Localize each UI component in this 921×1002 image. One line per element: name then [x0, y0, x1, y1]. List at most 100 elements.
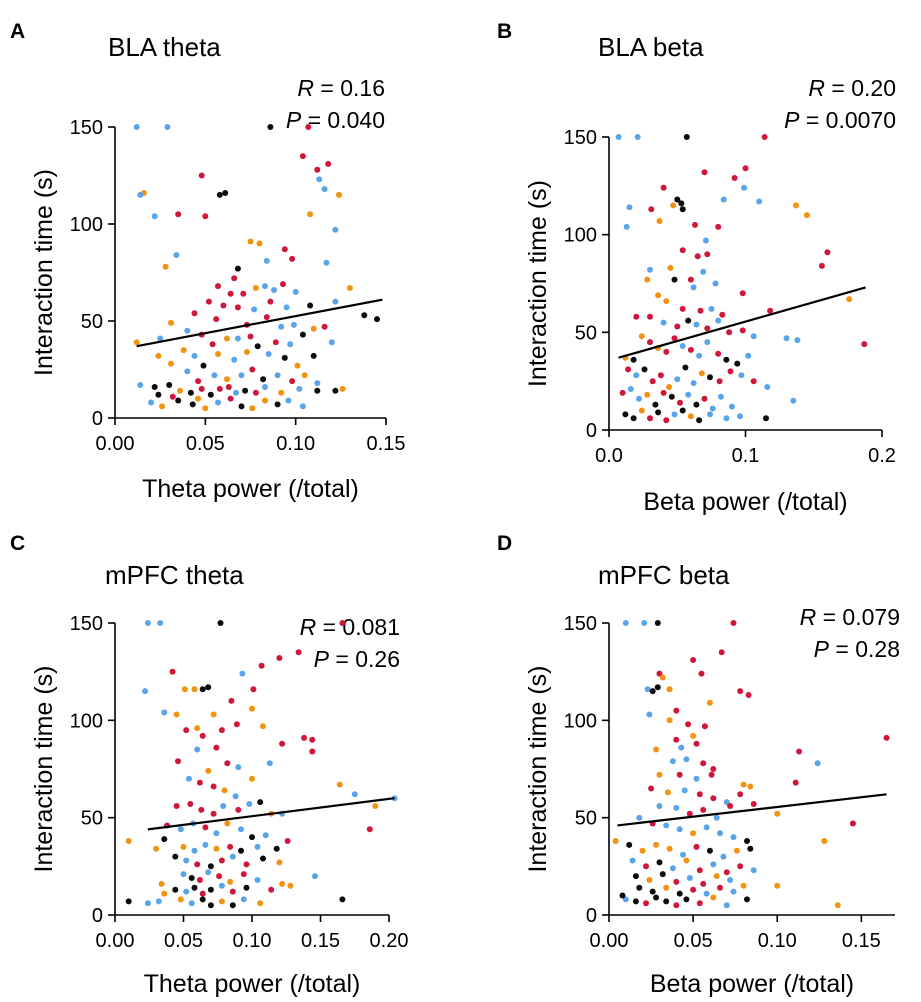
- y-axis-label: Interaction time (s): [30, 169, 58, 376]
- data-point-orange: [215, 351, 221, 357]
- data-point-red: [693, 740, 700, 747]
- data-point-red: [198, 385, 205, 392]
- data-point-orange: [690, 732, 697, 739]
- data-point-blue: [290, 321, 297, 328]
- data-point-orange: [834, 902, 841, 909]
- data-point-red: [717, 884, 723, 891]
- data-point-red: [199, 890, 206, 897]
- data-point-blue: [180, 871, 187, 878]
- data-point-orange: [644, 391, 651, 398]
- data-point-red: [792, 779, 799, 786]
- data-point-red: [663, 417, 670, 424]
- data-point-red: [195, 378, 202, 385]
- data-point-red: [723, 869, 730, 876]
- data-point-red: [231, 275, 238, 282]
- data-point-black: [260, 855, 266, 862]
- data-point-black: [734, 360, 741, 367]
- data-point-black: [339, 896, 346, 903]
- data-point-blue: [693, 321, 700, 328]
- data-point-blue: [332, 226, 339, 233]
- data-point-orange: [252, 285, 259, 291]
- data-point-blue: [133, 124, 140, 130]
- data-point-orange: [774, 810, 781, 817]
- r-value: = 0.20: [825, 75, 896, 101]
- y-axis-label: Interaction time (s): [524, 180, 552, 387]
- data-point-red: [685, 721, 692, 728]
- data-point-blue: [741, 184, 748, 191]
- data-point-black: [744, 896, 750, 903]
- data-point-black: [199, 686, 206, 693]
- data-point-blue: [720, 196, 727, 203]
- data-point-black: [685, 317, 692, 324]
- points-group: [612, 620, 890, 909]
- data-point-blue: [254, 843, 261, 850]
- data-point-black: [307, 302, 314, 309]
- data-point-black: [207, 863, 214, 870]
- data-point-black: [199, 896, 206, 903]
- points-group: [133, 124, 380, 412]
- data-point-blue: [750, 333, 757, 340]
- p-annotation: P = 0.0070: [784, 107, 896, 133]
- data-point-orange: [653, 746, 660, 753]
- data-point-red: [690, 886, 697, 893]
- data-point-blue: [712, 280, 719, 287]
- data-point-blue: [287, 341, 294, 348]
- data-point-red: [301, 734, 308, 741]
- data-point-blue: [254, 877, 261, 883]
- data-point-red: [716, 378, 723, 385]
- data-point-red: [213, 744, 220, 751]
- data-point-orange: [655, 292, 662, 299]
- data-point-orange: [262, 397, 268, 404]
- data-point-red: [198, 806, 205, 813]
- data-point-red: [309, 736, 316, 743]
- data-point-blue: [391, 795, 398, 802]
- data-point-blue: [636, 814, 643, 821]
- data-point-red: [227, 395, 234, 402]
- data-point-red: [700, 806, 707, 813]
- data-point-black: [207, 391, 214, 398]
- data-point-blue: [292, 288, 299, 295]
- data-point-orange: [667, 264, 674, 271]
- data-point-blue: [191, 847, 198, 854]
- data-point-blue: [316, 176, 323, 183]
- data-point-red: [673, 878, 680, 885]
- data-point-blue: [323, 259, 330, 266]
- data-point-blue: [737, 413, 743, 420]
- data-point-red: [727, 803, 734, 809]
- data-point-blue: [720, 853, 727, 860]
- data-point-red: [225, 384, 232, 390]
- data-point-black: [172, 853, 179, 860]
- data-point-blue: [229, 853, 236, 860]
- data-point-black: [151, 384, 158, 390]
- p-value: = 0.040: [301, 107, 385, 133]
- data-point-red: [730, 620, 737, 626]
- data-point-red: [692, 221, 698, 228]
- data-point-red: [708, 771, 715, 778]
- data-point-blue: [205, 869, 212, 876]
- data-point-blue: [681, 787, 688, 794]
- x-tick-label: 0.15: [301, 930, 340, 952]
- data-point-orange: [666, 717, 673, 724]
- data-point-black: [191, 884, 198, 891]
- data-point-red: [309, 748, 316, 755]
- data-point-black: [273, 845, 280, 852]
- data-point-orange: [125, 838, 132, 844]
- data-point-blue: [615, 134, 622, 140]
- data-point-blue: [213, 830, 220, 837]
- p-value: = 0.26: [329, 646, 400, 672]
- data-point-orange: [279, 880, 286, 887]
- data-point-blue: [161, 709, 168, 716]
- data-point-orange: [249, 705, 255, 712]
- x-axis-label: Beta power (/total): [643, 488, 847, 516]
- x-axis-label: Theta power (/total): [144, 970, 361, 997]
- data-point-blue: [188, 900, 195, 907]
- data-point-black: [654, 620, 661, 626]
- x-tick-label: 0.15: [842, 930, 881, 952]
- data-point-black: [663, 898, 670, 905]
- data-point-red: [649, 378, 656, 385]
- data-point-orange: [247, 238, 254, 245]
- r-value: = 0.079: [816, 604, 900, 630]
- data-point-orange: [803, 212, 810, 219]
- data-point-red: [737, 791, 744, 798]
- p-value: = 0.0070: [799, 107, 896, 133]
